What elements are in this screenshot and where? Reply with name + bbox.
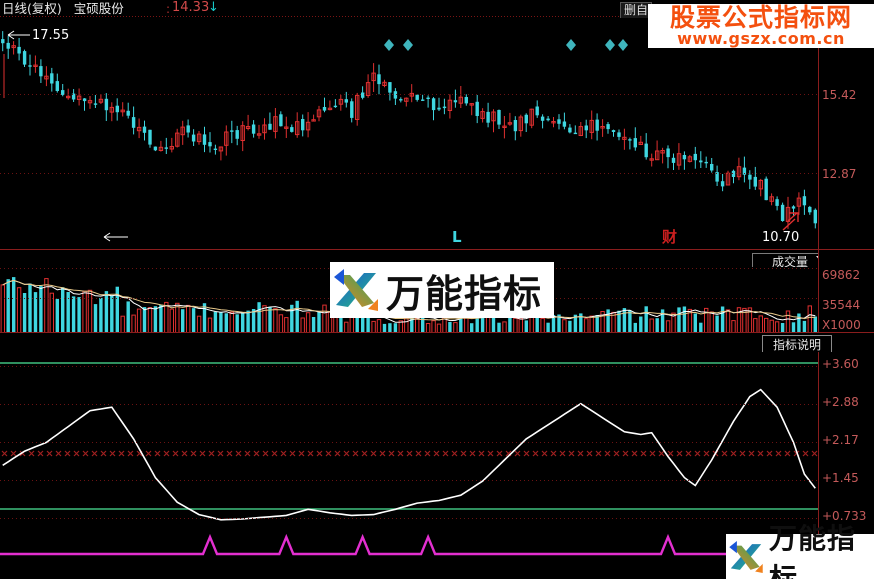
price-y-axis: 15.42 12.87	[818, 18, 874, 250]
osc-gridline	[0, 442, 818, 443]
osc-axis-tick: +2.88	[822, 395, 859, 409]
period-low-label: 10.70	[762, 230, 800, 245]
price-gridline	[0, 173, 818, 174]
brand-watermark-center: 万能指标	[330, 262, 554, 318]
watermark-url: www.gszx.com.cn	[677, 29, 845, 48]
indicator-header-bar: 红云波段 波段:+2.42↓预警:+3.30最高:+3.60关注:+0.500强…	[0, 333, 874, 351]
price-down-arrow-icon: ↓	[208, 0, 219, 15]
volume-axis-tick: 69862	[822, 268, 861, 282]
brand-logo-text: 万能指标	[769, 521, 857, 579]
oscillator-chart-pane[interactable]	[0, 352, 818, 562]
price-chart-pane[interactable]: 17.55 10.70 L 财	[0, 18, 818, 250]
osc-axis-tick: +2.17	[822, 433, 859, 447]
marker-L: L	[452, 228, 462, 246]
volume-y-axis: 69862 35544 X1000	[818, 250, 874, 333]
period-label: 日线(复权)	[2, 1, 62, 16]
site-watermark-top: 股票公式指标网 www.gszx.com.cn	[648, 4, 874, 48]
header-divider	[0, 16, 874, 17]
date-x-axis: 060708091011	[0, 562, 874, 579]
price-gridline	[0, 94, 818, 95]
watermark-title: 股票公式指标网	[669, 3, 852, 32]
candlestick-series	[1, 30, 817, 242]
osc-gridline	[0, 366, 818, 367]
brand-logo-icon	[729, 540, 763, 573]
brand-logo-icon	[334, 269, 378, 311]
oscillator-y-axis: +3.60 +2.88 +2.17 +1.45 +0.733	[818, 352, 874, 562]
price-axis-tick: 15.42	[822, 88, 857, 102]
main-oscillator-line	[2, 388, 816, 521]
period-high-label: 17.55	[32, 28, 70, 43]
osc-axis-tick: +0.733	[822, 509, 867, 523]
osc-gridline	[0, 518, 818, 519]
volume-axis-unit: X1000	[822, 318, 861, 332]
marker-cai: 财	[662, 228, 678, 246]
brand-logo-text: 万能指标	[386, 271, 543, 316]
signal-arrow-icon	[782, 212, 799, 231]
volume-axis-tick: 35544	[822, 298, 861, 312]
osc-gridline	[0, 404, 818, 405]
price-colon: :	[166, 2, 171, 16]
indicator-description-button[interactable]: 指标说明	[762, 335, 832, 353]
kline-title: 日线(复权) 宝硕股份	[2, 2, 124, 16]
osc-gridline	[0, 480, 818, 481]
signal-spike-line	[0, 533, 818, 556]
oscillator-series	[0, 362, 818, 556]
osc-axis-tick: +3.60	[822, 357, 859, 371]
current-price: 14.33	[172, 0, 210, 15]
volume-pane-divider	[0, 249, 874, 250]
diamond-markers	[384, 39, 628, 51]
stock-name: 宝硕股份	[73, 1, 124, 16]
osc-axis-tick: +1.45	[822, 471, 859, 485]
volume-series	[0, 277, 817, 333]
warning-x-line	[1, 450, 818, 457]
brand-watermark-bottom: 万能指标	[726, 522, 874, 579]
volume-bottom-divider	[0, 332, 874, 333]
price-axis-tick: 12.87	[822, 167, 857, 181]
